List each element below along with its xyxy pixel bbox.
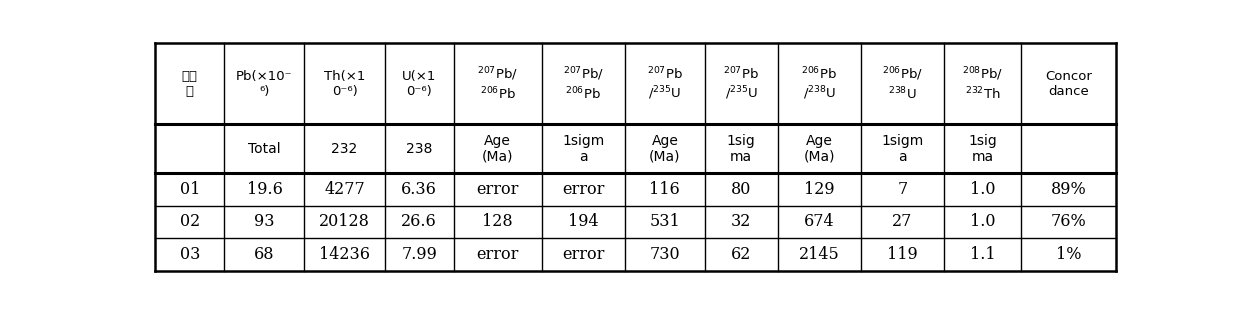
Text: 1.1: 1.1	[970, 246, 996, 263]
Text: 26.6: 26.6	[402, 213, 438, 230]
Text: Concor
dance: Concor dance	[1045, 70, 1092, 98]
Text: 730: 730	[650, 246, 681, 263]
Text: 674: 674	[804, 213, 835, 230]
Text: 14236: 14236	[319, 246, 370, 263]
Text: 32: 32	[732, 213, 751, 230]
Text: $^{207}$Pb/
$^{206}$Pb: $^{207}$Pb/ $^{206}$Pb	[477, 65, 518, 102]
Text: $^{207}$Pb
/$^{235}$U: $^{207}$Pb /$^{235}$U	[647, 65, 683, 102]
Text: 232: 232	[331, 142, 357, 156]
Text: Age
(Ma): Age (Ma)	[482, 133, 513, 164]
Text: 6.36: 6.36	[402, 181, 438, 198]
Text: Age
(Ma): Age (Ma)	[804, 133, 835, 164]
Text: 27: 27	[893, 213, 913, 230]
Text: 68: 68	[254, 246, 275, 263]
Text: error: error	[476, 181, 520, 198]
Text: 119: 119	[887, 246, 918, 263]
Text: 4277: 4277	[324, 181, 365, 198]
Text: 238: 238	[405, 142, 433, 156]
Text: 7: 7	[898, 181, 908, 198]
Text: 1sig
ma: 1sig ma	[968, 133, 997, 164]
Text: error: error	[562, 181, 604, 198]
Text: U(×1
0⁻⁶): U(×1 0⁻⁶)	[402, 70, 436, 98]
Text: 19.6: 19.6	[247, 181, 283, 198]
Text: 20128: 20128	[319, 213, 370, 230]
Text: 1.0: 1.0	[970, 181, 996, 198]
Text: 1.0: 1.0	[970, 213, 996, 230]
Text: 62: 62	[732, 246, 751, 263]
Text: Pb(×10⁻
⁶): Pb(×10⁻ ⁶)	[236, 70, 293, 98]
Text: 2145: 2145	[799, 246, 839, 263]
Text: $^{208}$Pb/
$^{232}$Th: $^{208}$Pb/ $^{232}$Th	[962, 65, 1003, 102]
Text: 128: 128	[482, 213, 513, 230]
Text: 1sigm
a: 1sigm a	[882, 133, 924, 164]
Text: error: error	[476, 246, 520, 263]
Text: Age
(Ma): Age (Ma)	[649, 133, 681, 164]
Text: 116: 116	[650, 181, 681, 198]
Text: error: error	[562, 246, 604, 263]
Text: 76%: 76%	[1050, 213, 1086, 230]
Text: 194: 194	[568, 213, 599, 230]
Text: $^{206}$Pb
/$^{238}$U: $^{206}$Pb /$^{238}$U	[801, 65, 837, 102]
Text: 93: 93	[254, 213, 275, 230]
Text: $^{207}$Pb/
$^{206}$Pb: $^{207}$Pb/ $^{206}$Pb	[563, 65, 604, 102]
Text: 129: 129	[804, 181, 835, 198]
Text: 531: 531	[650, 213, 681, 230]
Text: 03: 03	[180, 246, 200, 263]
Text: 01: 01	[180, 181, 200, 198]
Text: $^{207}$Pb
/$^{235}$U: $^{207}$Pb /$^{235}$U	[723, 65, 759, 102]
Text: Th(×1
0⁻⁶): Th(×1 0⁻⁶)	[324, 70, 366, 98]
Text: Total: Total	[248, 142, 280, 156]
Text: 测点
号: 测点 号	[182, 70, 197, 98]
Text: 7.99: 7.99	[402, 246, 438, 263]
Text: 02: 02	[180, 213, 200, 230]
Text: 80: 80	[732, 181, 751, 198]
Text: 1%: 1%	[1055, 246, 1081, 263]
Text: $^{206}$Pb/
$^{238}$U: $^{206}$Pb/ $^{238}$U	[882, 65, 923, 102]
Text: 89%: 89%	[1050, 181, 1086, 198]
Text: 1sig
ma: 1sig ma	[727, 133, 755, 164]
Text: 1sigm
a: 1sigm a	[562, 133, 604, 164]
